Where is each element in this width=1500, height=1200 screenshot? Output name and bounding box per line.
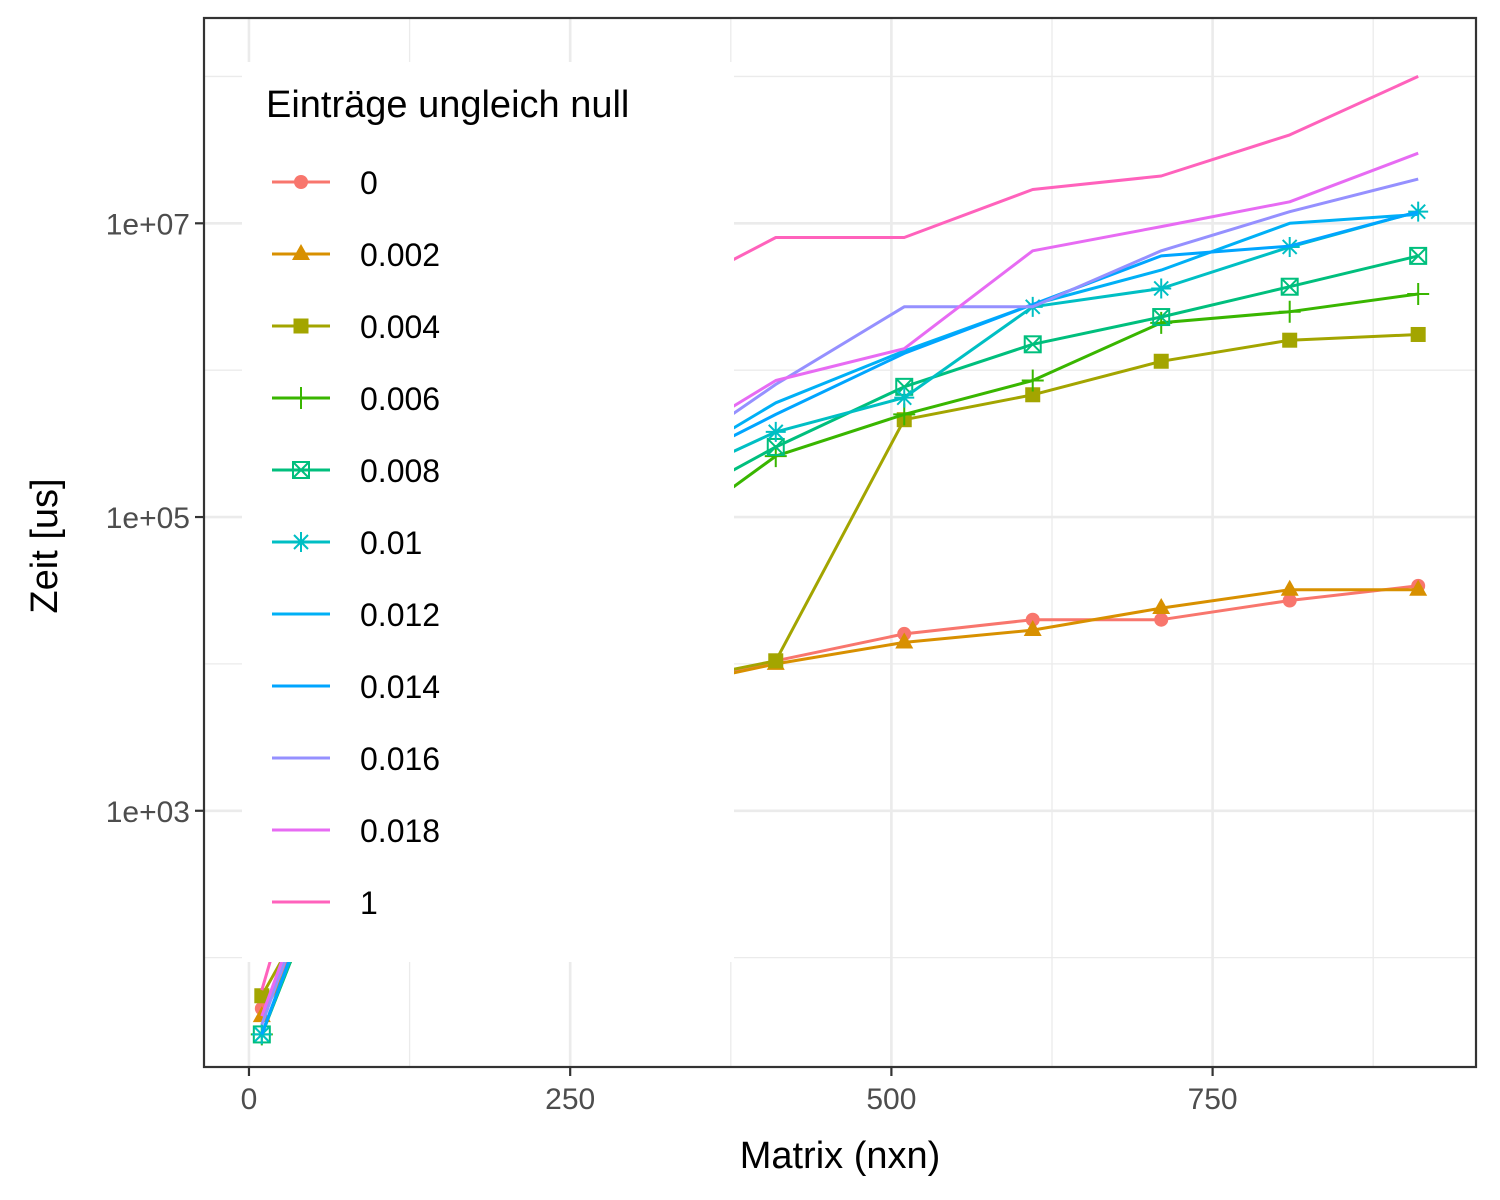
legend: Einträge ungleich null 00.0020.0040.0060… [242, 62, 734, 962]
legend-label: 0.018 [360, 813, 440, 849]
legend-label: 0.016 [360, 741, 440, 777]
legend-label: 0 [360, 165, 378, 201]
legend-item: 1 [272, 885, 378, 921]
data-point [1282, 332, 1298, 348]
legend-item: 0.008 [272, 453, 440, 489]
data-point [1154, 612, 1169, 627]
x-tick-label: 750 [1188, 1083, 1238, 1116]
data-point [251, 1024, 272, 1045]
legend-item: 0.002 [272, 237, 440, 273]
legend-key-marker [292, 461, 310, 479]
data-point [1409, 246, 1428, 265]
data-point [1023, 620, 1042, 637]
data-point [1025, 612, 1040, 627]
legend-item: 0.018 [272, 813, 440, 849]
legend-item: 0.01 [272, 525, 422, 561]
data-point [1021, 369, 1044, 392]
data-point [1410, 326, 1426, 342]
legend-label: 0.006 [360, 381, 440, 417]
x-tick-label: 500 [866, 1083, 916, 1116]
x-tick-label: 250 [545, 1083, 595, 1116]
legend-item: 0.016 [272, 741, 440, 777]
data-point [1409, 579, 1428, 596]
data-point [768, 653, 784, 669]
y-axis-title: Zeit [us] [24, 478, 66, 613]
legend-label: 0.002 [360, 237, 440, 273]
legend-item: 0.006 [272, 381, 440, 417]
legend-item: 0.012 [272, 597, 440, 633]
plot-border [202, 16, 1478, 1069]
data-point [1407, 283, 1430, 306]
legend-label: 0.014 [360, 669, 440, 705]
y-tick-label: 1e+05 [106, 502, 190, 535]
legend-label: 0.008 [360, 453, 440, 489]
axis-layer: 0 250 500 750 1e+03 1e+05 1e+07 [106, 208, 1238, 1116]
legend-key-marker [294, 175, 308, 189]
data-point [1152, 308, 1171, 327]
data-point [1278, 300, 1301, 323]
x-axis-title: Matrix (nxn) [740, 1135, 941, 1177]
data-point [765, 421, 786, 442]
legend-key-marker [290, 387, 312, 409]
data-point [1151, 278, 1172, 299]
data-point [1023, 335, 1042, 354]
legend-label: 0.01 [360, 525, 422, 561]
legend-key-marker [291, 532, 311, 552]
legend-label: 0.012 [360, 597, 440, 633]
legend-key-marker [293, 318, 309, 334]
legend-label: 0.004 [360, 309, 440, 345]
legend-items: 0 0.002 0.004 0.006 0.008 0.01 0.012 0.014 0.016… [272, 165, 440, 921]
legend-background [242, 62, 734, 962]
data-point [894, 387, 915, 408]
x-tick-label: 0 [241, 1083, 258, 1116]
data-point [1282, 593, 1297, 608]
y-tick-label: 1e+07 [106, 208, 190, 241]
data-point [1280, 579, 1299, 596]
y-tick-label: 1e+03 [106, 796, 190, 829]
data-point [254, 988, 270, 1004]
legend-title: Einträge ungleich null [266, 84, 629, 126]
data-point [1280, 277, 1299, 296]
legend-item: 0.004 [272, 309, 440, 345]
data-point [764, 445, 787, 468]
data-point [1025, 387, 1041, 403]
legend-item: 0.014 [272, 669, 440, 705]
data-point [1152, 598, 1171, 615]
data-point [1153, 353, 1169, 369]
legend-item: 0 [272, 165, 378, 201]
legend-label: 1 [360, 885, 378, 921]
legend-key-marker [292, 244, 310, 260]
data-point [895, 632, 914, 649]
